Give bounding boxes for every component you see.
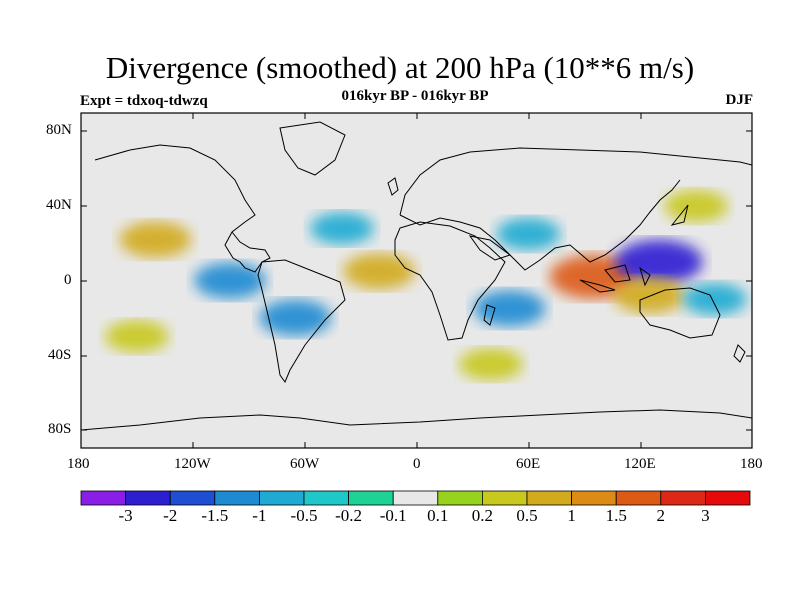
divergence-field <box>104 190 747 381</box>
colorbar-swatch <box>705 490 751 506</box>
colorbar <box>80 490 751 506</box>
colorbar-swatch <box>303 490 349 506</box>
colorbar-label: -3 <box>118 506 133 525</box>
colorbar-swatch <box>80 490 126 506</box>
lat-label-80n: 80N <box>46 122 72 138</box>
map-ticks <box>81 113 752 448</box>
colorbar-swatch <box>258 490 305 506</box>
lat-label-80s: 80S <box>48 421 72 437</box>
lon-label-0: 0 <box>413 456 421 472</box>
colorbar-label: 2 <box>656 506 666 525</box>
map-title: Divergence (smoothed) at 200 hPa (10**6 … <box>105 50 695 85</box>
colorbar-swatch <box>348 490 394 506</box>
lon-label-120w: 120W <box>174 456 211 472</box>
colorbar-swatch <box>615 490 662 506</box>
experiment-label: Expt = tdxoq-tdwzq <box>80 93 208 109</box>
colorbar-label: -1 <box>252 506 267 525</box>
lat-label-0: 0 <box>64 272 72 288</box>
lon-label-120e: 120E <box>624 456 656 472</box>
divergence-blob <box>496 217 561 250</box>
divergence-blob <box>119 221 192 258</box>
divergence-blob <box>259 299 332 336</box>
colorbar-swatch <box>437 490 483 506</box>
divergence-blob <box>309 212 374 245</box>
lat-label-40s: 40S <box>48 347 72 363</box>
colorbar-label: -0.2 <box>335 506 363 525</box>
map-subtitle: 016kyr BP - 016kyr BP <box>341 88 489 104</box>
colorbar-swatch <box>660 490 706 506</box>
colorbar-label: 1 <box>567 506 576 525</box>
colorbar-swatch <box>125 490 171 506</box>
colorbar-label: -1.5 <box>201 506 229 525</box>
lon-label-180e: 180 <box>740 456 763 472</box>
divergence-blob <box>104 320 169 353</box>
colorbar-label: -0.1 <box>379 506 407 525</box>
divergence-blob <box>194 262 267 299</box>
colorbar-swatch <box>481 490 528 506</box>
lon-label-60e: 60E <box>516 456 541 472</box>
divergence-blob <box>682 283 747 316</box>
divergence-blob <box>664 190 729 223</box>
colorbar-label: 0.5 <box>516 506 538 525</box>
divergence-blob <box>343 253 416 290</box>
colorbar-swatch <box>214 490 260 506</box>
colorbar-label: 0.1 <box>427 506 449 525</box>
colorbar-swatch <box>392 490 439 506</box>
lon-label-180w: 180 <box>67 456 90 472</box>
colorbar-label: 1.5 <box>605 506 627 525</box>
colorbar-label: 3 <box>701 506 710 525</box>
coastlines <box>81 121 752 431</box>
season-label: DJF <box>725 92 754 108</box>
colorbar-label: -0.5 <box>290 506 318 525</box>
divergence-blob <box>614 239 703 284</box>
divergence-blob <box>459 348 524 381</box>
lon-label-60w: 60W <box>290 456 320 472</box>
colorbar-swatch <box>526 490 572 506</box>
colorbar-label: -2 <box>163 506 178 525</box>
colorbar-swatch <box>571 490 617 506</box>
colorbar-swatch <box>169 490 216 506</box>
colorbar-label: 0.2 <box>471 506 494 525</box>
divergence-blob <box>613 277 686 314</box>
divergence-blob <box>473 290 546 327</box>
lat-label-40n: 40N <box>46 197 72 213</box>
